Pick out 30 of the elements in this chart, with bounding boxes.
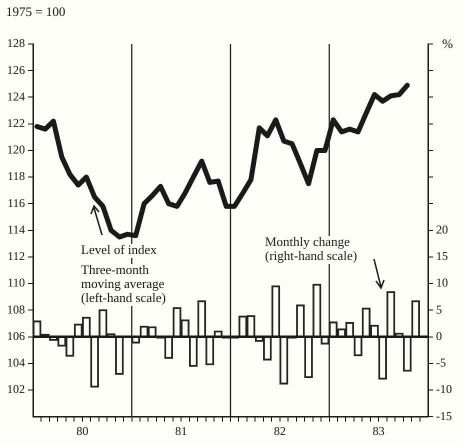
- y-tick-label: 122: [7, 116, 25, 130]
- y2-tick-label: -10: [436, 382, 452, 396]
- y-tick-label: 126: [7, 62, 25, 77]
- y-axis-title: 1975 = 100: [6, 4, 66, 20]
- y-tick-label: 120: [7, 142, 25, 157]
- x-tick-label: 81: [175, 424, 188, 438]
- y2-tick-label: 5: [436, 302, 442, 316]
- y-tick-label: 128: [7, 36, 25, 50]
- y2-axis-title: %: [442, 36, 453, 52]
- y2-tick-label: 20: [436, 222, 448, 236]
- y-tick-label: 118: [7, 169, 25, 184]
- y2-tick-label: 10: [436, 276, 448, 290]
- x-tick-label: 82: [274, 424, 286, 438]
- series-label: Monthly change (right-hand scale): [265, 234, 358, 263]
- x-tick-label: 83: [372, 424, 385, 438]
- y-tick-label: 110: [7, 276, 25, 290]
- y-tick-label: 116: [7, 196, 25, 210]
- y-tick-label: 104: [7, 356, 25, 370]
- y2-tick-label: 15: [436, 249, 448, 264]
- y-tick-label: 114: [7, 222, 25, 236]
- y2-tick-label: 0: [436, 328, 442, 343]
- legend-label: Level of index Three-month moving average (left-hand scale): [81, 242, 166, 305]
- y2-tick-label: -5: [436, 356, 446, 370]
- y-tick-label: 124: [7, 89, 25, 104]
- y-tick-label: 108: [7, 302, 25, 316]
- y-tick-label: 112: [7, 249, 25, 264]
- y-tick-label: 102: [7, 382, 25, 396]
- x-tick-label: 80: [76, 424, 88, 438]
- y2-tick-label: -15: [436, 408, 452, 423]
- y-tick-label: 106: [7, 328, 25, 343]
